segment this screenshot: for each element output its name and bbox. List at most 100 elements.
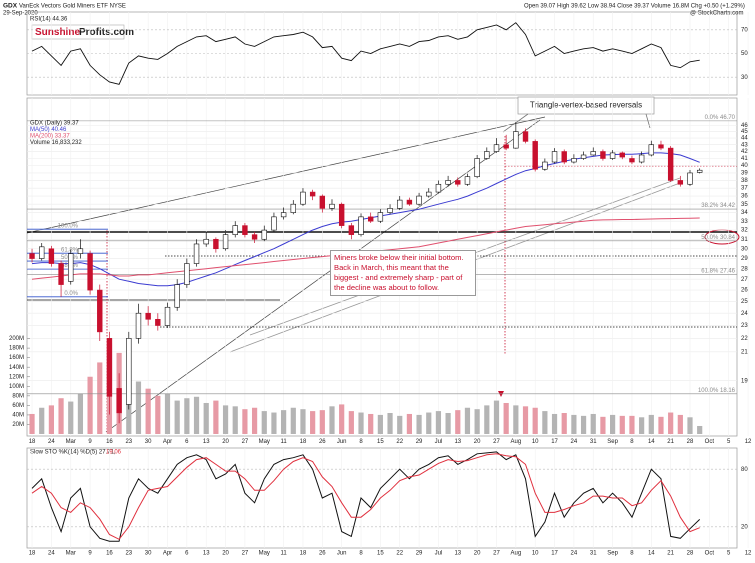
volume-bar	[290, 407, 296, 434]
volume-bar	[358, 412, 364, 434]
volume-bar	[58, 398, 64, 434]
volume-bar	[319, 410, 325, 434]
stochastic-panel	[26, 447, 738, 549]
candle-body	[116, 388, 122, 414]
x-tick-label: 9	[88, 439, 92, 445]
volume-bar	[455, 410, 461, 434]
x-tick-label: 13	[454, 439, 461, 445]
volume-bar	[348, 411, 354, 434]
volume-bar	[397, 415, 403, 434]
candle-body	[532, 141, 538, 170]
volume-bar	[464, 407, 471, 434]
volume-bar	[281, 410, 287, 434]
volume-bar	[213, 400, 219, 434]
x-tick-label: 16	[106, 439, 113, 445]
candle-body	[667, 147, 674, 181]
candle-body	[126, 338, 132, 405]
y-tick-label: 36	[741, 194, 748, 200]
y-tick-label: 39	[741, 171, 748, 177]
x-tick-label: 8	[630, 439, 634, 445]
logo-part: Profits.com	[79, 27, 134, 38]
x-tick-label: 30	[145, 551, 152, 557]
candle-body	[416, 195, 422, 205]
callout-text: Triangle-vertex-based reversals	[530, 101, 642, 110]
x-tick-label: 27	[242, 551, 249, 557]
volume-tick-label: 180M	[9, 346, 24, 352]
candle-body	[203, 238, 209, 245]
x-tick-label: 24	[48, 439, 55, 445]
x-tick-label: Oct	[705, 439, 715, 445]
volume-bar	[668, 412, 674, 434]
fib-label: 0.0%	[64, 291, 78, 297]
x-tick-label: 28	[687, 551, 694, 557]
legend-entry: MA(50) 40.46	[30, 127, 67, 133]
y-tick-label: 31	[741, 237, 748, 243]
x-tick-label: 22	[396, 551, 403, 557]
stochastic-line	[31, 453, 700, 540]
volume-bar	[68, 401, 74, 434]
x-tick-label: 9	[88, 551, 92, 557]
volume-bar	[203, 402, 209, 434]
candle-body	[222, 234, 229, 250]
rsi-tick-label: 50	[741, 51, 748, 57]
candle-body	[68, 253, 74, 282]
candle-body	[280, 212, 287, 218]
x-tick-label: 24	[571, 439, 578, 445]
volume-bar	[155, 395, 161, 434]
x-tick-label: Apr	[163, 551, 172, 557]
volume-bar	[164, 393, 171, 434]
volume-tick-label: 200M	[9, 336, 24, 342]
x-tick-label: 27	[493, 439, 500, 445]
x-tick-label: 17	[551, 439, 558, 445]
volume-tick-label: 100M	[9, 384, 24, 390]
candle-body	[164, 306, 171, 326]
candle-body	[155, 318, 161, 326]
volume-bar	[522, 406, 529, 434]
candle-body	[397, 199, 403, 209]
rsi-tick-label: 70	[741, 27, 748, 33]
volume-tick-label: 80M	[12, 393, 24, 399]
legend-entry: MA(200) 33.37	[30, 134, 70, 140]
candle-body	[503, 144, 509, 149]
x-tick-label: 10	[532, 551, 539, 557]
x-tick-label: 13	[203, 439, 210, 445]
volume-bar	[639, 417, 645, 434]
volume-tick-label: 20M	[12, 422, 24, 428]
legend-entry: Volume 16,833,232	[30, 140, 82, 146]
volume-bar	[174, 400, 180, 434]
y-tick-label: 35	[741, 202, 748, 208]
x-tick-label: Apr	[163, 439, 172, 445]
volume-bar	[435, 411, 442, 434]
candle-body	[242, 225, 248, 235]
x-tick-label: 21	[667, 439, 674, 445]
x-tick-label: 18	[300, 439, 307, 445]
x-tick-label: 13	[454, 551, 461, 557]
volume-tick-label: 120M	[9, 374, 24, 380]
y-tick-label: 46	[741, 123, 748, 129]
x-tick-label: 5	[727, 439, 731, 445]
x-tick-label: 31	[590, 551, 597, 557]
volume-bar	[339, 404, 345, 434]
x-tick-label: Oct	[705, 551, 715, 557]
volume-bar	[493, 400, 500, 434]
candle-body	[48, 248, 55, 264]
x-tick-label: 8	[359, 551, 363, 557]
x-tick-label: 12	[745, 551, 752, 557]
annotation-box: Miners broke below their initial bottom.…	[330, 250, 476, 296]
y-tick-label: 43	[741, 142, 748, 148]
candle-body	[300, 191, 306, 205]
candle-body	[184, 263, 190, 285]
x-tick-label: Mar	[66, 439, 76, 445]
candle-body	[600, 151, 606, 159]
volume-bar	[542, 411, 548, 434]
volume-tick-label: 160M	[9, 355, 24, 361]
candle-body	[261, 229, 267, 240]
x-tick-label: 8	[630, 551, 634, 557]
candle-body	[590, 151, 596, 156]
candle-body	[426, 191, 432, 197]
fib-label: 61.8%	[61, 247, 79, 253]
volume-bar	[503, 402, 509, 434]
y-tick-label: 26	[741, 288, 748, 294]
